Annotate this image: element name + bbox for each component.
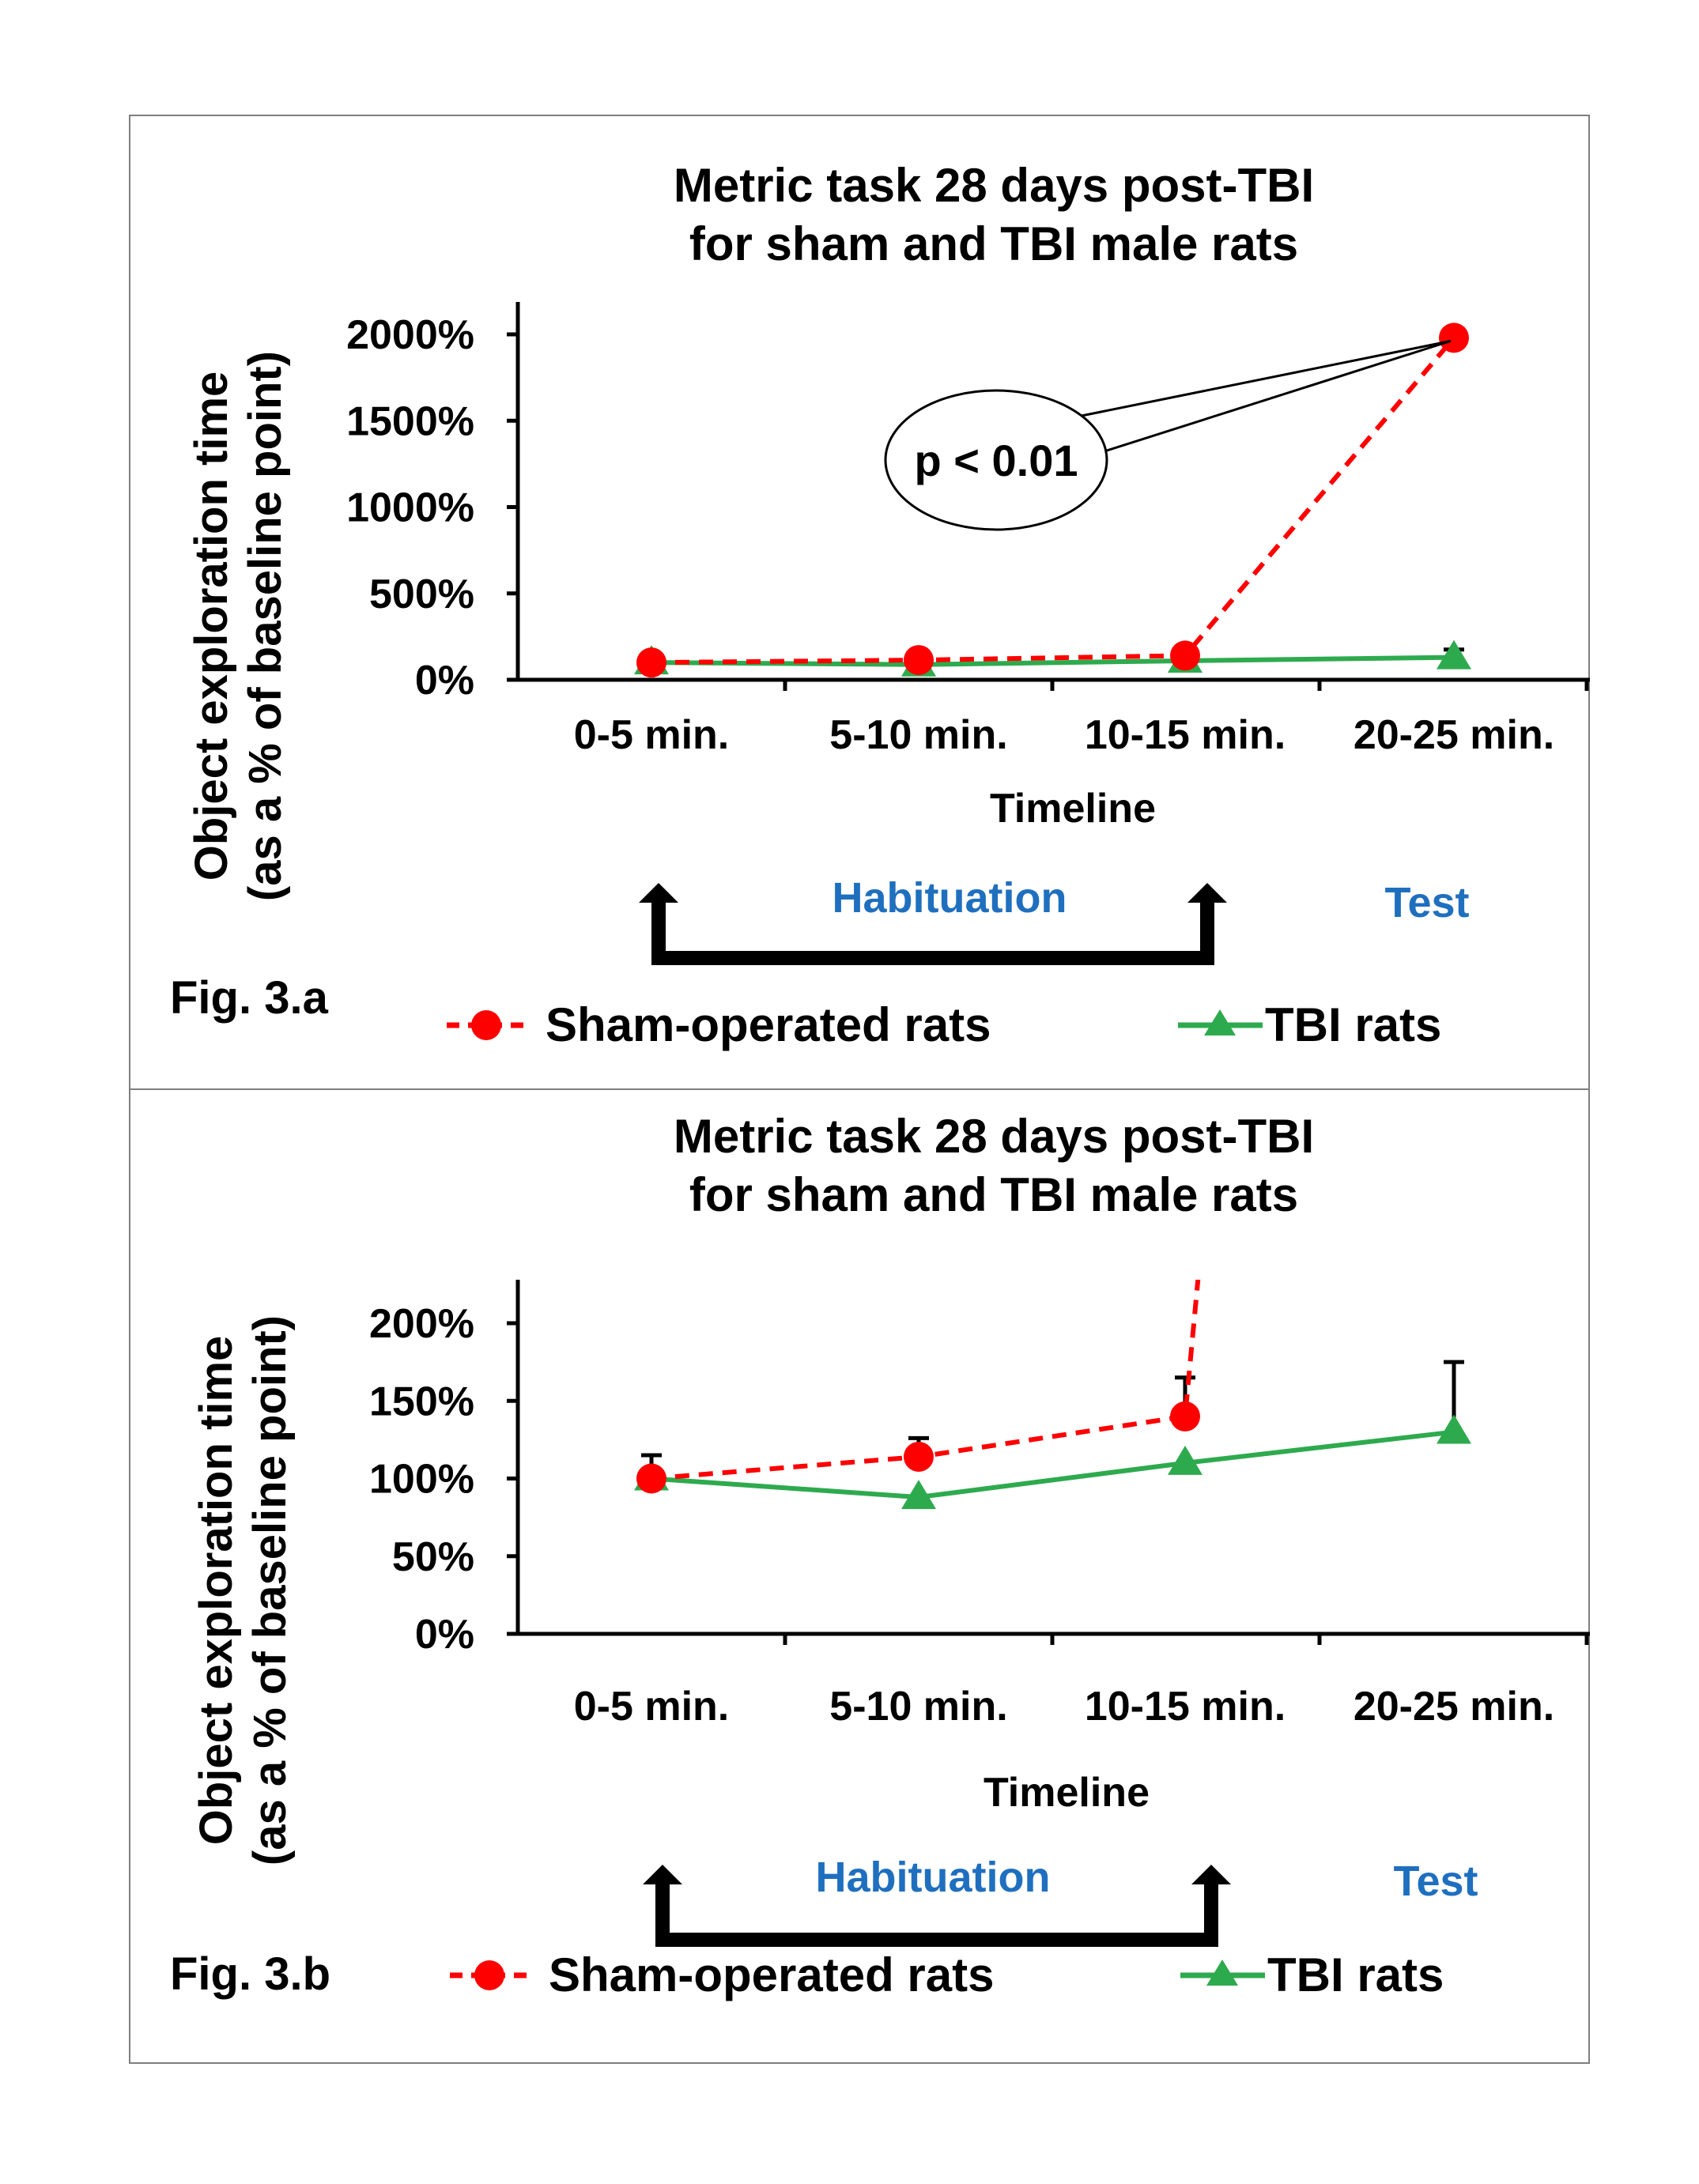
chart-subtitle: for sham and TBI male rats xyxy=(689,217,1298,270)
legend-marker-sham xyxy=(471,1010,501,1040)
y-tick-label: 1000% xyxy=(346,485,474,531)
sham-data-point xyxy=(636,647,666,678)
y-tick-label: 2000% xyxy=(346,312,474,358)
tbi-data-point xyxy=(1437,639,1471,670)
sham-data-point xyxy=(904,1441,934,1472)
y-axis-label-line2: (as a % of baseline point) xyxy=(240,351,291,901)
chart-subtitle: for sham and TBI male rats xyxy=(689,1168,1298,1221)
annotation-callout-pointer xyxy=(1077,339,1452,458)
legend: Sham-operated rats TBI rats xyxy=(450,1948,1444,2001)
y-axis-label-line2: (as a % of baseline point) xyxy=(244,1315,296,1865)
x-tick-label: 10-15 min. xyxy=(1085,712,1286,758)
x-tick-label: 20-25 min. xyxy=(1354,1684,1554,1729)
tbi-series-line xyxy=(651,1429,1455,1500)
x-tick-label: 0-5 min. xyxy=(574,1684,730,1729)
sham-data-point xyxy=(1170,640,1200,671)
plot-area: 0% 50% 100% 150% 200% 0-5 min. 5-10 min. 10-15 … xyxy=(369,1280,1590,1729)
test-label: Test xyxy=(1393,1858,1478,1905)
y-tick-label: 500% xyxy=(369,571,474,617)
legend-label-sham: Sham-operated rats xyxy=(546,998,991,1051)
y-tick-label: 50% xyxy=(392,1534,474,1580)
chart-title: Metric task 28 days post-TBI xyxy=(674,1110,1314,1163)
habituation-bracket xyxy=(639,883,1227,965)
habituation-label: Habituation xyxy=(833,874,1067,922)
x-tick-label: 5-10 min. xyxy=(829,1684,1007,1729)
x-tick-label: 10-15 min. xyxy=(1085,1684,1286,1729)
tbi-series-line xyxy=(651,654,1455,667)
sham-data-point xyxy=(904,645,934,676)
y-tick-label: 0% xyxy=(415,658,474,703)
legend-marker-tbi xyxy=(1204,1009,1236,1035)
legend-label-sham: Sham-operated rats xyxy=(549,1948,995,2001)
x-axis-label: Timeline xyxy=(984,1770,1150,1816)
tbi-data-point xyxy=(1168,1445,1203,1475)
x-tick-label: 5-10 min. xyxy=(829,712,1007,758)
y-tick-label: 150% xyxy=(369,1379,474,1424)
chart-a-svg: Metric task 28 days post-TBI for sham an… xyxy=(170,159,1590,1051)
figure-label: Fig. 3.b xyxy=(170,1948,330,2000)
x-tick-label: 20-25 min. xyxy=(1354,712,1554,758)
figure-panel-a: Metric task 28 days post-TBI for sham an… xyxy=(129,115,1590,1090)
figure-label: Fig. 3.a xyxy=(170,972,329,1024)
legend-label-tbi: TBI rats xyxy=(1265,998,1441,1051)
annotation-callout-mask xyxy=(1075,416,1092,457)
sham-data-point xyxy=(636,1463,666,1494)
legend-marker-sham xyxy=(474,1960,504,1990)
chart-title: Metric task 28 days post-TBI xyxy=(674,159,1314,212)
x-axis-label: Timeline xyxy=(990,786,1156,832)
legend: Sham-operated rats TBI rats xyxy=(447,998,1441,1051)
chart-b-svg: Metric task 28 days post-TBI for sham an… xyxy=(170,1110,1590,2001)
sham-data-point xyxy=(1170,1401,1200,1431)
series-group xyxy=(634,323,1471,678)
habituation-label: Habituation xyxy=(816,1854,1051,1901)
y-tick-label: 100% xyxy=(369,1457,474,1503)
y-axis-label: Object exploration time xyxy=(191,1336,242,1846)
x-tick-label: 0-5 min. xyxy=(574,712,730,758)
tbi-data-point xyxy=(1437,1414,1471,1444)
y-tick-label: 0% xyxy=(415,1612,474,1658)
p-value-label: p < 0.01 xyxy=(914,436,1078,485)
figure-panel-b: Metric task 28 days post-TBI for sham an… xyxy=(129,1088,1590,2064)
legend-label-tbi: TBI rats xyxy=(1267,1948,1444,2001)
tbi-data-point xyxy=(901,1480,936,1510)
habituation-bracket xyxy=(643,1865,1231,1947)
legend-marker-tbi xyxy=(1206,1960,1238,1986)
plot-area: 0% 500% 1000% 1500% 2000% 0-5 min. 5-10 min. 10… xyxy=(346,302,1590,758)
sham-data-point xyxy=(1439,323,1469,353)
sham-series-line xyxy=(651,336,1456,666)
y-tick-label: 200% xyxy=(369,1301,474,1347)
series-group xyxy=(634,1280,1471,1510)
y-axis-label: Object exploration time xyxy=(186,372,237,881)
test-label: Test xyxy=(1384,879,1469,926)
y-tick-label: 1500% xyxy=(346,398,474,444)
annotation-bubble xyxy=(884,389,1108,531)
